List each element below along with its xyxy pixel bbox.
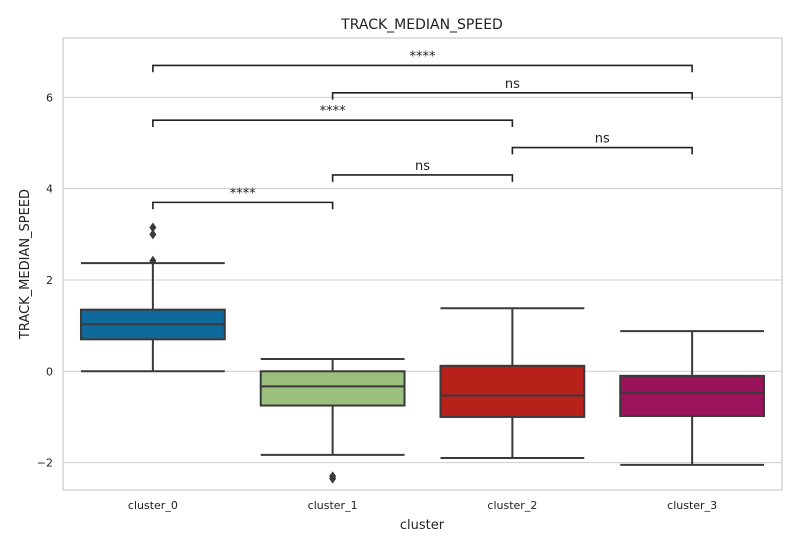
box-body [619, 374, 766, 418]
x-axis-label: cluster [400, 518, 445, 533]
significance-label: ns [415, 159, 430, 174]
y-tick-label: 4 [46, 183, 53, 196]
box-cluster_3 [619, 330, 766, 466]
box-body [259, 370, 406, 407]
y-tick-label: 6 [46, 91, 53, 104]
significance-label: **** [320, 104, 347, 119]
box-body [439, 364, 586, 418]
significance-label: **** [230, 186, 257, 201]
outlier-point [149, 222, 157, 233]
significance-bracket [331, 91, 693, 100]
significance-label: **** [410, 49, 437, 64]
box-cluster_2 [439, 307, 586, 460]
significance-bracket [152, 64, 693, 73]
y-tick-label: 2 [46, 274, 53, 287]
outlier-point [149, 229, 157, 240]
x-tick-label: cluster_0 [128, 499, 178, 512]
x-tick-label: cluster_3 [667, 499, 717, 512]
y-tick-label: −2 [37, 457, 53, 470]
plot-frame [62, 37, 783, 491]
significance-label: ns [595, 132, 610, 147]
significance-label: ns [505, 77, 520, 92]
box-cluster_0 [79, 222, 226, 373]
significance-bracket [152, 119, 514, 128]
y-tick-label: 0 [46, 365, 53, 378]
significance-bracket [331, 174, 514, 182]
x-tick-label: cluster_1 [308, 499, 358, 512]
tick-layer: −2 0 2 4 6 cluster_0 cluster_1 cluster_2 cluster… [37, 91, 717, 512]
significance-bracket [511, 146, 693, 155]
x-tick-label: cluster_2 [487, 499, 537, 512]
y-axis-label: TRACK_MEDIAN_SPEED [18, 189, 33, 340]
outlier-point [149, 255, 157, 266]
plot-layer [79, 222, 766, 484]
outlier-point [329, 473, 337, 484]
box-cluster_1 [259, 357, 406, 484]
annotation-layer: **** ns ns **** ns **** [152, 49, 693, 210]
chart-title: TRACK_MEDIAN_SPEED [340, 17, 503, 33]
significance-bracket [152, 201, 334, 210]
